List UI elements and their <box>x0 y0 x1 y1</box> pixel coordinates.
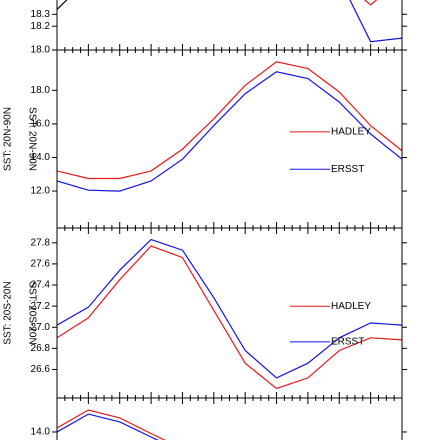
y-tick-label: 27.0 <box>31 322 51 333</box>
series-line <box>57 0 68 10</box>
y-tick-label: 26.6 <box>31 364 51 375</box>
series-line <box>349 0 402 43</box>
series-line <box>57 71 402 192</box>
y-tick-label: 18.0 <box>31 85 51 96</box>
series-line <box>57 238 402 379</box>
legend-label: HADLEY <box>331 127 371 138</box>
legend-label: ERSST <box>331 337 364 348</box>
y-axis-label: SST: 20S-20N <box>3 281 14 344</box>
series-line <box>57 61 402 180</box>
y-tick-label: 14.0 <box>31 152 51 163</box>
y-axis-label-mirror: SST: 20S-20N <box>26 281 37 344</box>
y-tick-label: 12.0 <box>31 186 51 197</box>
plot-area <box>57 61 402 192</box>
y-tick-label: 18.0 <box>31 45 51 56</box>
y-tick-label: 26.8 <box>31 343 51 354</box>
plot-area <box>57 238 402 390</box>
y-tick-label: 27.2 <box>31 301 51 312</box>
series-line <box>57 245 402 390</box>
plot-area <box>57 409 166 440</box>
y-tick-label: 16.0 <box>31 119 51 130</box>
legend-label: HADLEY <box>331 301 371 312</box>
y-axis-label: SST: 20N-90N <box>3 107 14 171</box>
y-tick-label: 27.8 <box>31 237 51 248</box>
y-tick-label: 14.0 <box>31 427 51 438</box>
series-line <box>57 413 159 440</box>
series-line <box>57 409 166 440</box>
legend-label: ERSST <box>331 164 364 175</box>
series-line <box>363 0 378 6</box>
y-tick-label: 18.2 <box>31 21 51 32</box>
y-axis-label-mirror: SST: 20N-90N <box>26 107 37 171</box>
y-tick-label: 27.6 <box>31 259 51 270</box>
y-tick-label: 18.3 <box>31 9 51 20</box>
plot-area <box>57 0 402 43</box>
y-tick-label: 27.4 <box>31 280 51 291</box>
